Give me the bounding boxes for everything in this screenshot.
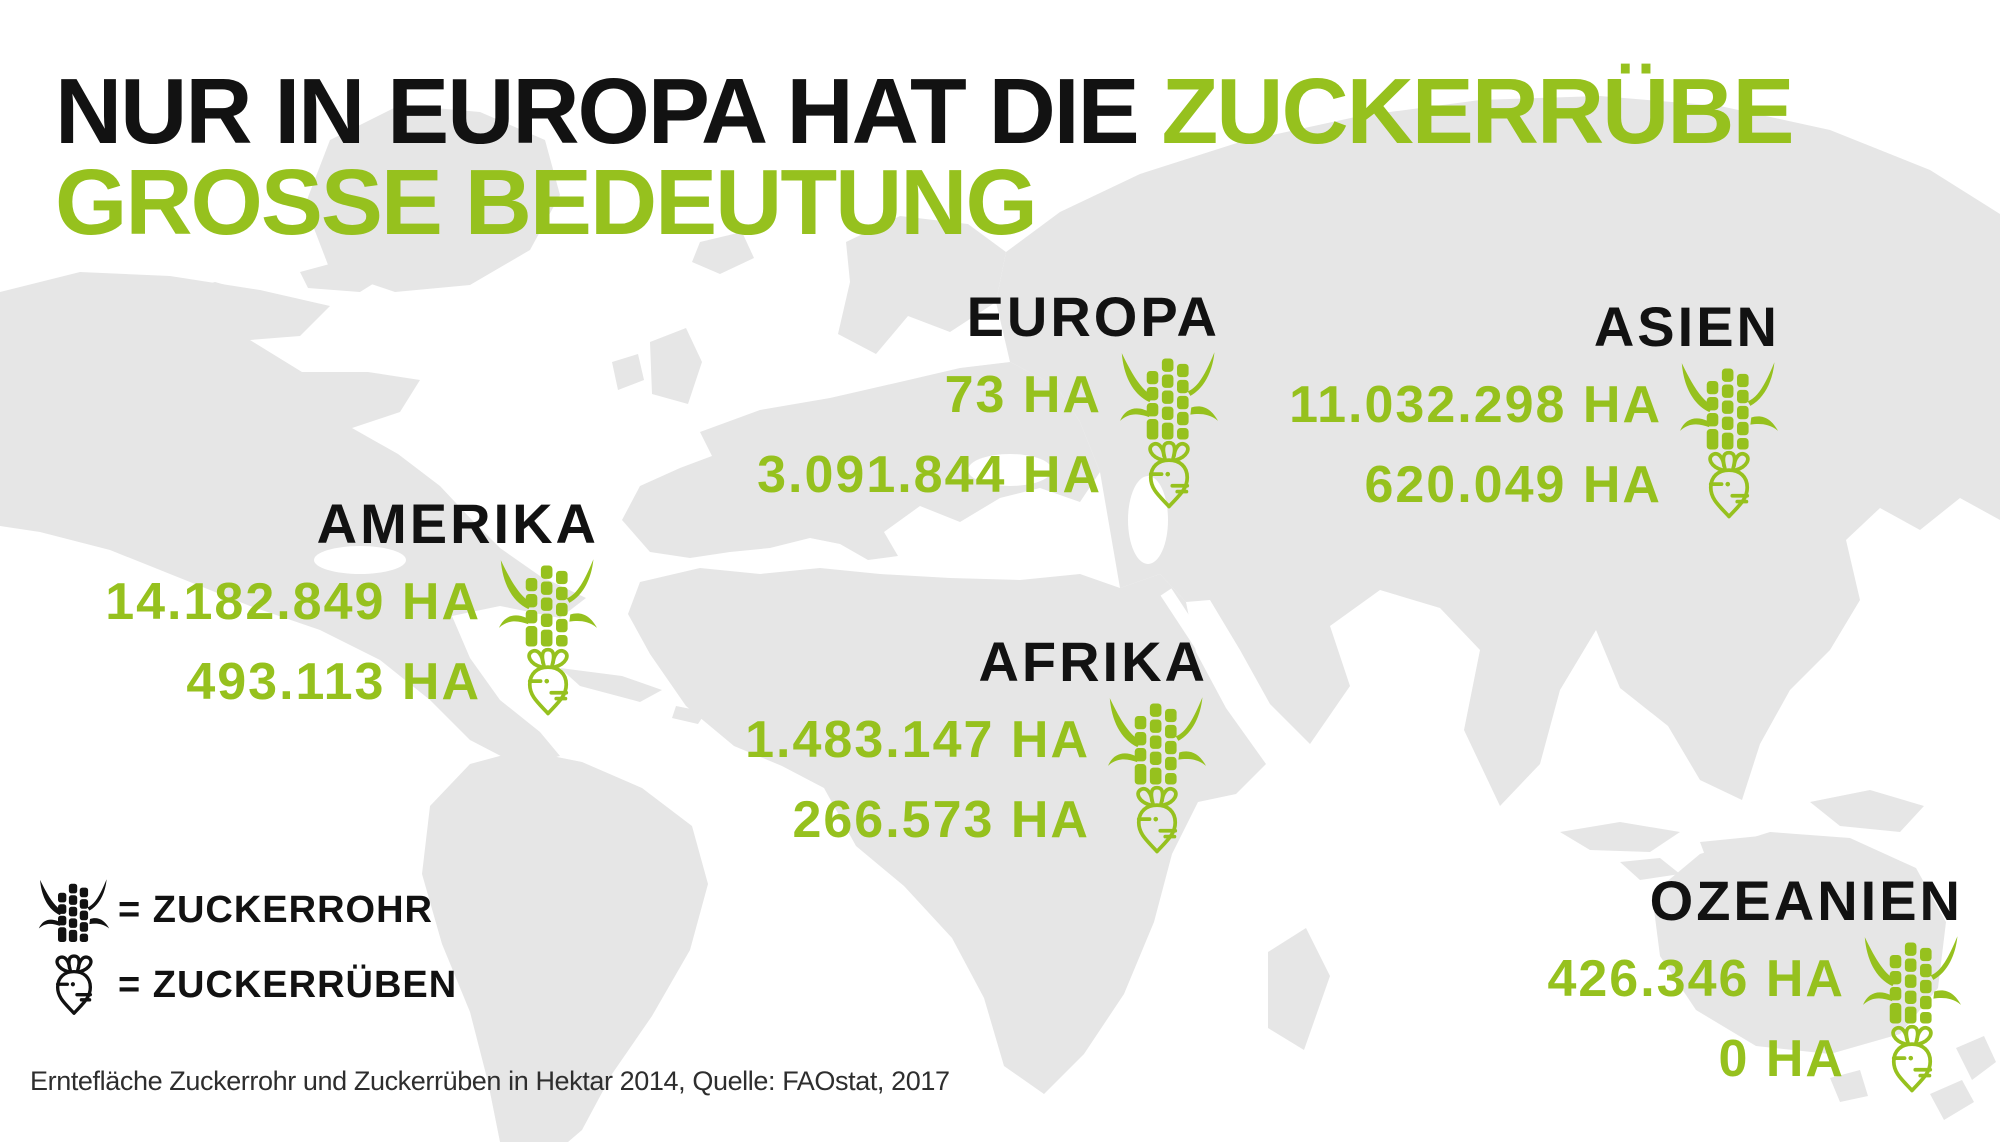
legend-row-sugarbeet: = ZUCKERRÜBEN (30, 946, 457, 1024)
title-line-2: GROSSE BEDEUTUNG (55, 150, 1038, 254)
sugarbeet-row: 266.573 HA (792, 780, 1208, 860)
sugarcane-value: 426.346 HA (1547, 950, 1845, 1008)
sugarbeet-value: 3.091.844 HA (757, 446, 1102, 504)
sugarcane-icon (1108, 695, 1206, 785)
sugarbeet-value: 266.573 HA (792, 791, 1090, 849)
continent-block-asien: ASIEN 11.032.298 HA 620.049 HA (1289, 299, 1780, 525)
map-caribbean (560, 668, 706, 724)
map-scandinavia (838, 216, 1006, 354)
sugar-beet-icon (1700, 450, 1758, 520)
map-caspian-sea (1128, 476, 1168, 564)
title-line1-green: ZUCKERRÜBE (1161, 59, 1794, 163)
sugarcane-row: 14.182.849 HA (105, 562, 599, 642)
sugarcane-icon (1863, 934, 1961, 1024)
sugarbeet-value: 620.049 HA (1364, 456, 1662, 514)
continent-block-amerika: AMERIKA 14.182.849 HA 493.113 HA (105, 496, 599, 722)
title-line-1: NUR IN EUROPA HAT DIE ZUCKERRÜBE (55, 59, 1794, 163)
sugarbeet-row: 493.113 HA (186, 642, 599, 722)
map-new-guinea (1810, 790, 1924, 832)
map-madagascar (1268, 928, 1330, 1050)
map-british-isles (612, 328, 702, 404)
sugarbeet-row: 620.049 HA (1364, 445, 1780, 525)
map-africa (628, 568, 1266, 1094)
sugarcane-row: 426.346 HA (1547, 939, 1963, 1019)
sugarcane-row: 11.032.298 HA (1289, 365, 1780, 445)
continent-block-afrika: AFRIKA 1.483.147 HA 266.573 HA (745, 634, 1208, 860)
map-asia (996, 96, 2000, 806)
map-north-america (0, 272, 586, 766)
sugarcane-icon (1120, 350, 1218, 440)
sugar-beet-icon (1128, 785, 1186, 855)
map-tasmania-new-zealand (1830, 1036, 1996, 1120)
sugarbeet-value: 0 HA (1718, 1030, 1845, 1088)
map-red-sea (1160, 588, 1256, 724)
continent-name: AFRIKA (978, 630, 1208, 693)
sugarcane-value: 11.032.298 HA (1289, 376, 1662, 434)
source-note: Erntefläche Zuckerrohr und Zuckerrüben i… (30, 1066, 950, 1096)
legend: = ZUCKERROHR = ZUCKERRÜBEN (30, 876, 457, 1024)
sugarbeet-row: 3.091.844 HA (757, 435, 1220, 515)
sugarcane-value: 14.182.849 HA (105, 573, 481, 631)
map-black-sea (968, 454, 1052, 486)
continent-name: OZEANIEN (1649, 869, 1963, 932)
title-line1-black: NUR IN EUROPA HAT DIE (55, 59, 1162, 163)
sugarcane-icon (499, 557, 597, 647)
map-greenland (305, 105, 560, 292)
map-iceland (692, 232, 754, 274)
continent-name: ASIEN (1593, 295, 1780, 358)
sugar-beet-icon (1883, 1024, 1941, 1094)
map-europe (622, 362, 1100, 560)
legend-label-sugarbeet: = ZUCKERRÜBEN (118, 963, 458, 1006)
sugarcane-value: 1.483.147 HA (745, 711, 1090, 769)
map-japan (1904, 388, 1950, 500)
sugarbeet-value: 493.113 HA (186, 653, 481, 711)
sugarcane-icon (1680, 360, 1778, 450)
legend-row-sugarcane: = ZUCKERROHR (30, 876, 457, 944)
continent-name: EUROPA (966, 285, 1220, 348)
map-indonesia (1560, 822, 1790, 880)
sugar-beet-icon (519, 647, 577, 717)
sugarcane-row: 1.483.147 HA (745, 700, 1208, 780)
map-great-lakes (314, 546, 406, 574)
sugarbeet-row: 0 HA (1719, 1019, 1963, 1099)
legend-label-sugarcane: = ZUCKERROHR (118, 888, 433, 931)
sugarcane-icon (34, 878, 114, 942)
page-title: NUR IN EUROPA HAT DIE ZUCKERRÜBE GROSSE … (55, 65, 1794, 249)
sugar-beet-icon (48, 953, 100, 1017)
continent-name: AMERIKA (316, 492, 599, 555)
map-south-america (422, 750, 708, 1142)
continent-block-ozeanien: OZEANIEN 426.346 HA 0 HA (1547, 873, 1963, 1099)
sugarcane-value: 73 HA (944, 366, 1102, 424)
continent-block-europa: EUROPA 73 HA 3.091.844 HA (757, 289, 1220, 515)
sugar-beet-icon (1140, 440, 1198, 510)
sugarcane-row: 73 HA (945, 355, 1220, 435)
